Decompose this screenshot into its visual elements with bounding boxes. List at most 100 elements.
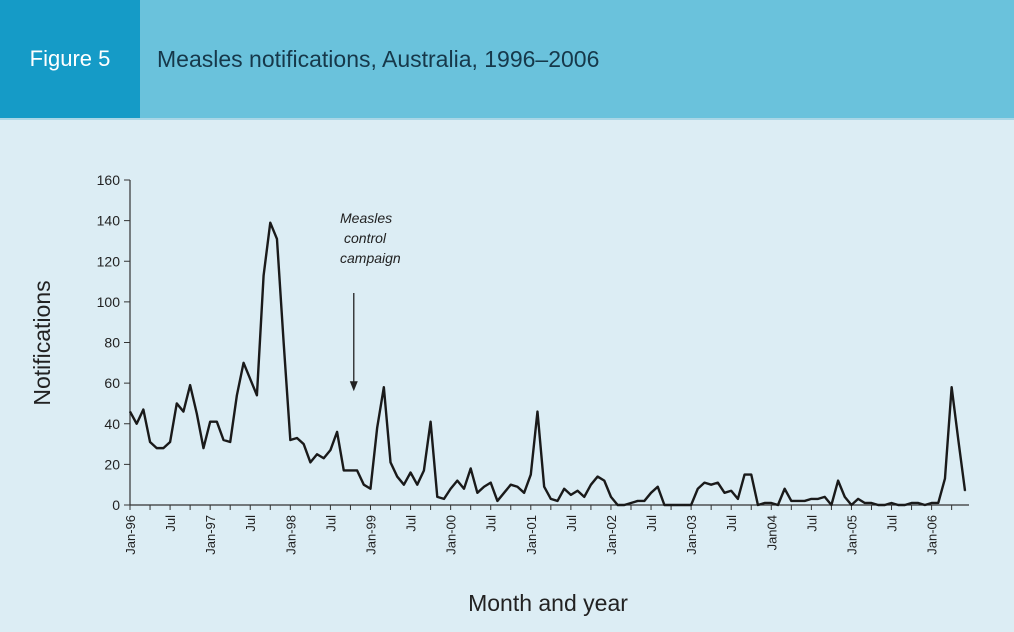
data-point <box>750 473 752 476</box>
data-point <box>743 473 746 476</box>
header-divider <box>0 118 1014 120</box>
data-point <box>383 386 385 388</box>
x-tick-label: Jul <box>323 515 338 532</box>
data-point <box>764 502 766 504</box>
y-tick-label: 20 <box>104 456 120 472</box>
figure-title: Measles notifications, Australia, 1996–2… <box>157 46 600 72</box>
data-point <box>149 441 151 443</box>
data-point <box>249 378 251 380</box>
data-point <box>283 341 285 344</box>
data-point <box>563 488 565 490</box>
y-axis-ticks: 0 20 40 60 80 100 120 140 160 <box>97 172 130 513</box>
x-tick-label: Jul <box>804 515 819 532</box>
data-point <box>403 484 405 486</box>
y-tick-label: 120 <box>97 253 121 269</box>
data-point <box>289 439 291 441</box>
data-point <box>490 482 492 484</box>
data-point <box>389 461 392 463</box>
data-point <box>830 504 833 506</box>
data-point <box>650 492 652 494</box>
data-point <box>162 447 164 449</box>
y-tick-label: 0 <box>112 497 120 513</box>
data-point <box>316 453 318 455</box>
data-point <box>242 362 245 364</box>
data-point <box>156 447 158 449</box>
data-point <box>556 500 559 502</box>
data-point <box>409 471 412 474</box>
x-tick-label: Jul <box>644 515 659 532</box>
annotation-text: control <box>344 230 387 246</box>
x-tick-label: Jan-99 <box>363 515 378 555</box>
data-point <box>837 480 839 482</box>
data-point <box>617 504 619 506</box>
data-point <box>182 410 185 413</box>
data-point <box>576 490 579 492</box>
data-point <box>189 384 191 386</box>
x-axis-ticks: Jan-96 Jul Jan-97 Jul Jan-98 Jul Jan-99 Jul Jan-… <box>123 505 953 555</box>
data-point <box>610 496 612 498</box>
data-point <box>456 480 458 482</box>
data-point <box>369 488 372 490</box>
data-point <box>129 410 131 413</box>
series-layer <box>128 221 967 507</box>
y-tick-label: 60 <box>104 375 120 391</box>
x-tick-label: Jul <box>564 515 579 532</box>
data-point <box>777 504 779 506</box>
data-point <box>209 421 211 423</box>
data-point <box>951 386 953 388</box>
data-point <box>503 492 505 494</box>
data-point <box>844 496 846 498</box>
data-point <box>864 502 866 504</box>
data-point <box>329 449 331 451</box>
data-point <box>363 484 365 486</box>
x-tick-label: Jan04 <box>764 515 779 550</box>
data-point <box>303 443 305 445</box>
data-point <box>857 498 859 500</box>
data-point <box>964 490 966 492</box>
y-tick-label: 80 <box>104 335 120 351</box>
y-tick-label: 100 <box>97 294 121 310</box>
annotation-arrow-head <box>349 381 358 392</box>
data-point <box>263 274 265 277</box>
data-point <box>176 402 178 405</box>
data-point <box>937 502 939 504</box>
x-tick-label: Jul <box>484 515 499 532</box>
data-point <box>336 431 338 433</box>
data-point <box>222 439 225 441</box>
data-point <box>670 504 672 506</box>
data-point <box>597 475 599 478</box>
data-point <box>757 504 759 506</box>
annotation-layer: Measles control campaign <box>340 210 401 392</box>
data-point <box>723 492 726 494</box>
data-point <box>770 502 772 504</box>
data-point <box>717 482 719 484</box>
y-tick-label: 40 <box>104 416 120 432</box>
y-tick-label: 160 <box>97 172 121 188</box>
data-point <box>910 502 913 504</box>
data-point <box>817 498 819 500</box>
data-point <box>790 500 792 502</box>
data-point <box>824 496 826 498</box>
data-point <box>463 488 465 490</box>
data-point <box>703 482 706 484</box>
data-point <box>516 486 519 488</box>
data-point <box>470 467 472 470</box>
data-point <box>323 457 325 459</box>
x-tick-label: Jan-98 <box>283 515 298 555</box>
data-point <box>784 488 786 490</box>
data-point <box>797 500 799 502</box>
data-point <box>550 498 552 500</box>
data-point <box>343 469 345 472</box>
data-point <box>931 502 933 504</box>
data-point <box>570 494 572 496</box>
x-tick-label: Jul <box>885 515 900 532</box>
axes <box>129 180 969 506</box>
data-point <box>416 484 418 486</box>
data-point <box>396 475 398 478</box>
data-point <box>737 498 739 500</box>
data-point <box>229 441 231 443</box>
x-tick-label: Jul <box>163 515 178 532</box>
x-tick-label: Jan-06 <box>925 515 940 555</box>
data-point <box>536 410 539 413</box>
data-point <box>376 427 378 429</box>
